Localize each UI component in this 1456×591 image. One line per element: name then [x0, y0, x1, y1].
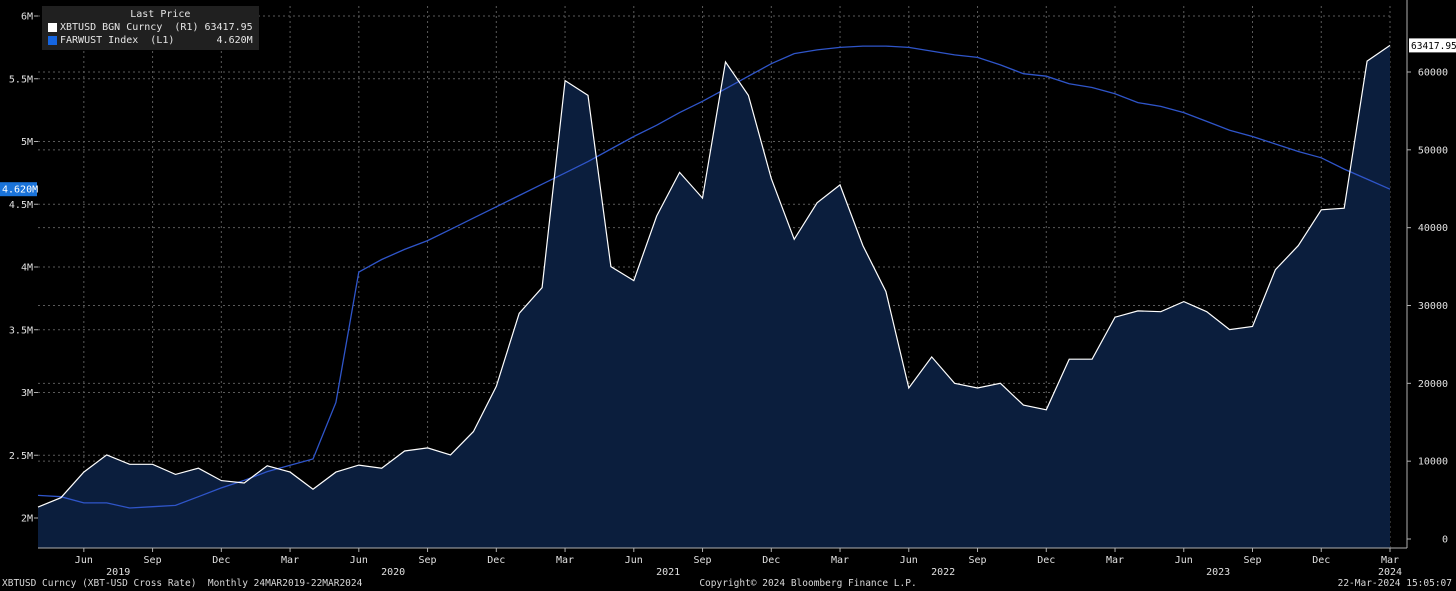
x-year-label: 2020	[381, 567, 405, 578]
right-y-axis: 60000 50000 40000 30000 20000 10000 0	[1407, 68, 1448, 546]
x-tick-label: Jun	[75, 555, 93, 566]
x-tick-label: Sep	[144, 555, 162, 566]
xbtusd-price-line	[37, 44, 1391, 508]
x-tick-label: Mar	[556, 555, 574, 566]
left-tick-label: 4M	[21, 263, 33, 274]
x-tick-label: Dec	[762, 555, 780, 566]
right-tick-label: 60000	[1418, 68, 1448, 79]
left-last-value-box	[0, 182, 37, 197]
x-year-label: 2019	[106, 567, 130, 578]
left-tick-label: 4.5M	[9, 200, 33, 211]
x-tick-label: Jun	[625, 555, 643, 566]
left-tick-label: 6M	[21, 12, 33, 23]
legend-item-xbtusd: XBTUSD BGN Curncy (R1) 63417.95	[48, 21, 253, 34]
x-tick-label: Mar	[1106, 555, 1124, 566]
footer-timestamp: 22-Mar-2024 15:05:07	[1337, 578, 1452, 589]
left-tick-label: 3M	[21, 388, 33, 399]
right-tick-label: 50000	[1418, 145, 1448, 156]
right-tick-label: 0	[1442, 535, 1448, 546]
x-tick-label: Mar	[831, 555, 849, 566]
x-tick-label: Jun	[900, 555, 918, 566]
x-year-label: 2021	[656, 567, 680, 578]
farwust-index-line	[37, 45, 1391, 509]
x-tick-label: Jun	[350, 555, 368, 566]
right-tick-label: 30000	[1418, 301, 1448, 312]
x-tick-label: Sep	[1243, 555, 1261, 566]
x-tick-label: Dec	[1037, 555, 1055, 566]
x-year-label: 2022	[931, 567, 955, 578]
chart-legend: Last Price XBTUSD BGN Curncy (R1) 63417.…	[42, 6, 259, 50]
legend-value-farwust: 4.620M	[216, 35, 253, 46]
left-y-axis: 6M 5.5M 5M 4.5M 4M 3.5M 3M 2.5M 2M	[9, 12, 38, 525]
right-last-value-label: 63417.95	[1411, 41, 1456, 52]
legend-swatch-farwust	[48, 36, 57, 45]
x-tick-label: Mar	[281, 555, 299, 566]
x-tick-label: Mar	[1381, 555, 1399, 566]
legend-label-farwust: FARWUST Index (L1)	[60, 35, 175, 46]
right-last-value-box	[1409, 38, 1456, 53]
left-tick-label: 2.5M	[9, 451, 33, 462]
price-area-fill	[38, 45, 1390, 549]
x-tick-label: Dec	[1312, 555, 1330, 566]
legend-value-xbtusd: 63417.95	[204, 22, 253, 33]
left-tick-label: 2M	[21, 514, 33, 525]
legend-header: Last Price	[130, 9, 191, 20]
left-tick-label: 5M	[21, 137, 33, 148]
x-axis: Jun Sep Dec Mar Jun Sep Dec Mar Jun Sep Dec Mar Jun S…	[75, 548, 1402, 578]
x-tick-label: Sep	[694, 555, 712, 566]
right-tick-label: 40000	[1418, 223, 1448, 234]
footer-security-description: XBTUSD Curncy (XBT-USD Cross Rate) Month…	[2, 578, 363, 589]
legend-label-xbtusd: XBTUSD BGN Curncy (R1)	[60, 22, 199, 33]
left-tick-label: 3.5M	[9, 325, 33, 336]
left-tick-label: 5.5M	[9, 74, 33, 85]
x-tick-label: Sep	[419, 555, 437, 566]
legend-swatch-xbtusd	[48, 23, 57, 32]
x-tick-label: Jun	[1175, 555, 1193, 566]
right-tick-label: 20000	[1418, 379, 1448, 390]
footer-copyright: Copyright© 2024 Bloomberg Finance L.P.	[699, 578, 917, 589]
x-year-label: 2024	[1378, 567, 1402, 578]
legend-item-farwust: FARWUST Index (L1) 4.620M	[48, 34, 253, 47]
x-tick-label: Dec	[212, 555, 230, 566]
x-tick-label: Sep	[968, 555, 986, 566]
right-tick-label: 10000	[1418, 457, 1448, 468]
x-year-label: 2023	[1206, 567, 1230, 578]
left-last-value-label: 4.620M	[2, 185, 38, 196]
x-tick-label: Dec	[487, 555, 505, 566]
last-value-labels: 4.620M 63417.95	[0, 38, 1456, 197]
